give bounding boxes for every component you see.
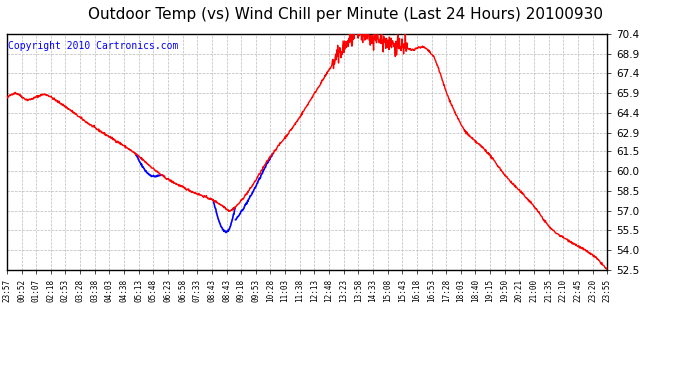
Text: Outdoor Temp (vs) Wind Chill per Minute (Last 24 Hours) 20100930: Outdoor Temp (vs) Wind Chill per Minute … — [88, 8, 602, 22]
Text: Copyright 2010 Cartronics.com: Copyright 2010 Cartronics.com — [8, 41, 179, 51]
